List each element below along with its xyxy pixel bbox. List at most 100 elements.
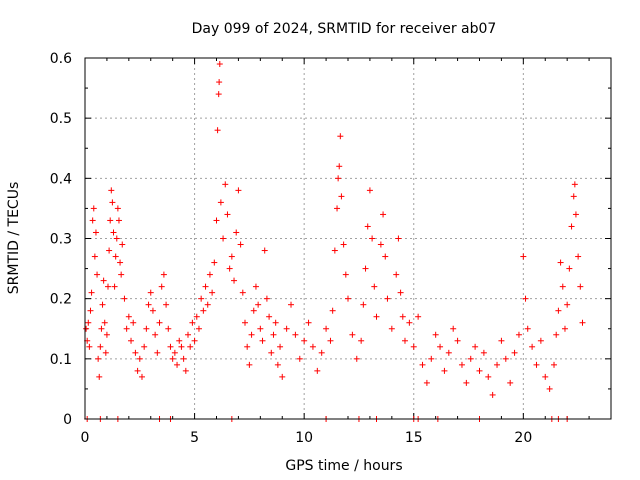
data-point [220, 235, 227, 242]
data-point [458, 361, 465, 368]
data-point [542, 373, 549, 380]
data-point [546, 385, 553, 392]
data-point [228, 253, 235, 260]
y-tick-label: 0.6 [50, 51, 72, 67]
data-point [410, 343, 417, 350]
data-point [314, 367, 321, 374]
chart-title: Day 099 of 2024, SRMTID for receiver ab0… [192, 21, 497, 37]
data-point [342, 271, 349, 278]
data-point [384, 295, 391, 302]
data-point [450, 325, 457, 332]
data-point [202, 283, 209, 290]
data-point [463, 379, 470, 386]
data-point [415, 313, 422, 320]
data-point [476, 367, 483, 374]
data-point [211, 259, 218, 266]
data-point [92, 229, 99, 236]
data-point [358, 337, 365, 344]
y-tick-label: 0.5 [50, 111, 72, 127]
data-point [467, 355, 474, 362]
data-point [577, 283, 584, 290]
data-point [266, 313, 273, 320]
data-point [263, 295, 270, 302]
data-point [160, 271, 167, 278]
y-tick-label: 0.1 [50, 352, 72, 368]
data-point [559, 283, 566, 290]
data-point [338, 193, 345, 200]
x-tick-label: 0 [81, 430, 90, 446]
data-point [380, 211, 387, 218]
data-point [171, 349, 178, 356]
data-point [366, 187, 373, 194]
data-point [89, 217, 96, 224]
data-point [250, 307, 257, 314]
data-point [193, 313, 200, 320]
data-point [292, 331, 299, 338]
data-point [112, 253, 119, 260]
data-point [99, 301, 106, 308]
data-point [522, 295, 529, 302]
data-point [198, 295, 205, 302]
data-point [388, 325, 395, 332]
data-point [88, 289, 95, 296]
data-point [167, 343, 174, 350]
data-point [123, 325, 130, 332]
data-point [163, 301, 170, 308]
data-point [329, 307, 336, 314]
data-point [154, 349, 161, 356]
data-point [557, 259, 564, 266]
data-point [489, 391, 496, 398]
data-point [502, 355, 509, 362]
data-point [206, 271, 213, 278]
data-point [568, 223, 575, 230]
data-point [132, 349, 139, 356]
data-point [334, 205, 341, 212]
data-point [118, 271, 125, 278]
data-point [318, 349, 325, 356]
data-point [141, 343, 148, 350]
data-point [279, 373, 286, 380]
data-point [180, 355, 187, 362]
data-point [83, 325, 90, 332]
data-point [102, 349, 109, 356]
data-point [231, 277, 238, 284]
y-tick-label: 0 [63, 412, 72, 428]
data-point [214, 127, 221, 134]
data-points [83, 61, 586, 422]
data-point [364, 223, 371, 230]
data-point [428, 355, 435, 362]
data-point [570, 193, 577, 200]
data-point [529, 343, 536, 350]
data-point [143, 325, 150, 332]
data-point [97, 343, 104, 350]
data-point [241, 319, 248, 326]
data-point [371, 283, 378, 290]
data-point [406, 319, 413, 326]
data-point [216, 79, 223, 86]
data-point [432, 331, 439, 338]
data-point [195, 325, 202, 332]
data-point [216, 61, 223, 68]
data-point [395, 235, 402, 242]
data-point [288, 301, 295, 308]
data-point [91, 253, 98, 260]
data-point [555, 307, 562, 314]
data-point [369, 235, 376, 242]
tick-labels: 0 0.1 0.2 0.3 0.4 0.5 0.6 0 5 10 15 20 [50, 51, 533, 446]
x-tick-label: 20 [514, 430, 532, 446]
data-point [419, 361, 426, 368]
data-point [178, 343, 185, 350]
data-point [327, 337, 334, 344]
data-point [272, 319, 279, 326]
data-point [551, 361, 558, 368]
data-point [393, 271, 400, 278]
data-point [145, 301, 152, 308]
data-point [237, 241, 244, 248]
data-point [226, 265, 233, 272]
data-point [169, 355, 176, 362]
data-point [187, 343, 194, 350]
data-point [248, 331, 255, 338]
data-point [215, 91, 222, 98]
data-point [136, 355, 143, 362]
data-point [336, 163, 343, 170]
